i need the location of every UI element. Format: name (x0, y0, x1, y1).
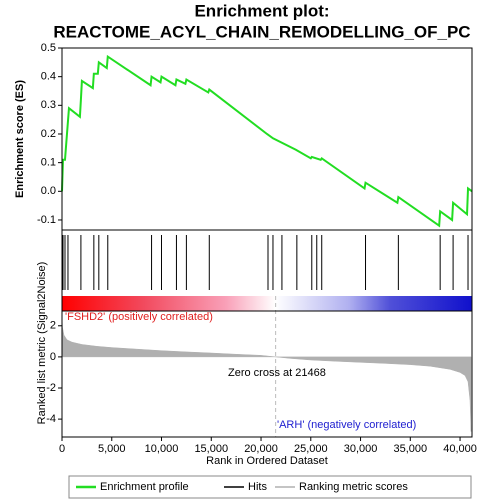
enrichment-line (61, 54, 473, 228)
y-tick-label: 0.1 (41, 157, 56, 169)
x-tick-label: 0 (59, 443, 65, 455)
metric-area (61, 316, 472, 432)
y-tick-label: 0 (50, 351, 56, 363)
y-tick-label: 0.4 (41, 71, 56, 83)
x-tick-label: 35,000 (393, 443, 427, 455)
x-tick-label: 20,000 (244, 443, 278, 455)
chart-title: Enrichment plot: (194, 1, 329, 20)
x-axis-label: Rank in Ordered Dataset (206, 455, 328, 467)
y-tick-label: -0.1 (37, 214, 56, 226)
x-tick-label: 25,000 (294, 443, 328, 455)
legend-label: Hits (248, 481, 267, 493)
x-tick-label: 5,000 (98, 443, 126, 455)
y-tick-label: 0.0 (41, 185, 56, 197)
legend-label: Ranking metric scores (299, 481, 408, 493)
rank-color-bar (62, 296, 472, 311)
chart-subtitle: REACTOME_ACYL_CHAIN_REMODELLING_OF_PC (53, 22, 470, 41)
y-tick-label: -4 (46, 413, 56, 425)
legend-label: Enrichment profile (100, 481, 189, 493)
positive-label: 'FSHD2' (positively correlated) (65, 311, 213, 323)
negative-label: 'ARH' (negatively correlated) (277, 419, 416, 431)
x-tick-label: 40,000 (443, 443, 477, 455)
y-tick-label: 0.5 (41, 42, 56, 54)
y-axis-label: Ranked list metric (Signal2Noise) (36, 262, 48, 425)
x-tick-label: 10,000 (145, 443, 179, 455)
y-tick-label: 2 (50, 320, 56, 332)
x-tick-label: 30,000 (344, 443, 378, 455)
y-tick-label: 0.2 (41, 128, 56, 140)
legend-box (68, 475, 472, 499)
y-tick-label: -2 (46, 382, 56, 394)
panel-frame (61, 310, 473, 438)
zero-cross-label: Zero cross at 21468 (228, 367, 326, 379)
y-tick-label: 0.3 (41, 99, 56, 111)
x-tick-label: 15,000 (194, 443, 228, 455)
y-axis-label: Enrichment score (ES) (14, 80, 26, 198)
